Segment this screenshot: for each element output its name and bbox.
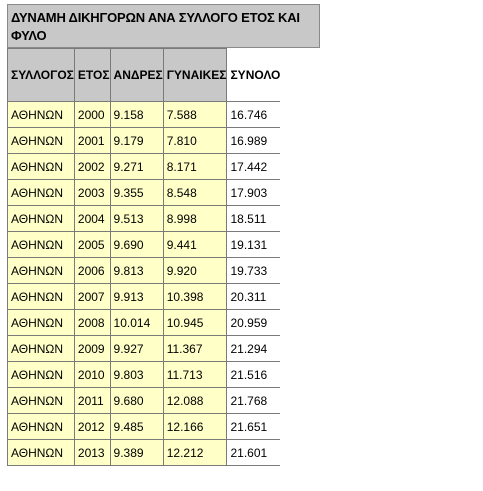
cell-total: 21.601 — [226, 439, 281, 466]
cell-association: ΑΘΗΝΩΝ — [7, 335, 75, 362]
cell-women: 12.088 — [162, 387, 228, 414]
cell-total: 17.903 — [226, 179, 281, 206]
cell-women: 7.810 — [162, 127, 228, 154]
cell-year: 2011 — [73, 387, 111, 414]
cell-women: 9.920 — [162, 257, 228, 284]
cell-men: 9.913 — [109, 283, 164, 310]
cell-men: 9.513 — [109, 205, 164, 232]
cell-year: 2010 — [73, 361, 111, 388]
cell-women: 8.998 — [162, 205, 228, 232]
cell-association: ΑΘΗΝΩΝ — [7, 309, 75, 336]
lawyers-table: ΣΥΛΛΟΓΟΣ ΕΤΟΣ ΑΝΔΡΕΣ ΓΥΝΑΙΚΕΣ ΣΥΝΟΛΟ ΑΘΗ… — [7, 48, 281, 466]
table-row: ΑΘΗΝΩΝ 2011 9.680 12.088 21.768 — [7, 387, 281, 414]
cell-total: 21.516 — [226, 361, 281, 388]
cell-men: 9.389 — [109, 439, 164, 466]
cell-men: 10.014 — [109, 309, 164, 336]
cell-women: 11.367 — [162, 335, 228, 362]
table-row: ΑΘΗΝΩΝ 2012 9.485 12.166 21.651 — [7, 413, 281, 440]
cell-total: 21.768 — [226, 387, 281, 414]
cell-men: 9.485 — [109, 413, 164, 440]
header-year: ΕΤΟΣ — [73, 48, 111, 102]
cell-women: 10.945 — [162, 309, 228, 336]
cell-men: 9.690 — [109, 231, 164, 258]
cell-year: 2013 — [73, 439, 111, 466]
cell-year: 2004 — [73, 205, 111, 232]
cell-association: ΑΘΗΝΩΝ — [7, 153, 75, 180]
cell-men: 9.158 — [109, 101, 164, 128]
cell-year: 2008 — [73, 309, 111, 336]
cell-women: 8.548 — [162, 179, 228, 206]
table-title: ΔΥΝΑΜΗ ΔΙΚΗΓΟΡΩΝ ΑΝΑ ΣΥΛΛΟΓΟ ΕΤΟΣ ΚΑΙ ΦΥ… — [7, 4, 320, 48]
cell-men: 9.179 — [109, 127, 164, 154]
cell-women: 9.441 — [162, 231, 228, 258]
cell-association: ΑΘΗΝΩΝ — [7, 127, 75, 154]
header-women: ΓΥΝΑΙΚΕΣ — [162, 48, 228, 102]
cell-total: 21.294 — [226, 335, 281, 362]
table-row: ΑΘΗΝΩΝ 2000 9.158 7.588 16.746 — [7, 101, 281, 128]
cell-men: 9.803 — [109, 361, 164, 388]
cell-total: 19.733 — [226, 257, 281, 284]
cell-association: ΑΘΗΝΩΝ — [7, 413, 75, 440]
cell-year: 2001 — [73, 127, 111, 154]
header-association: ΣΥΛΛΟΓΟΣ — [7, 48, 75, 102]
table-row: ΑΘΗΝΩΝ 2013 9.389 12.212 21.601 — [7, 439, 281, 466]
header-total: ΣΥΝΟΛΟ — [226, 48, 281, 102]
table-row: ΑΘΗΝΩΝ 2009 9.927 11.367 21.294 — [7, 335, 281, 362]
cell-association: ΑΘΗΝΩΝ — [7, 439, 75, 466]
cell-women: 10.398 — [162, 283, 228, 310]
cell-year: 2007 — [73, 283, 111, 310]
cell-men: 9.813 — [109, 257, 164, 284]
cell-association: ΑΘΗΝΩΝ — [7, 257, 75, 284]
cell-total: 21.651 — [226, 413, 281, 440]
header-row: ΣΥΛΛΟΓΟΣ ΕΤΟΣ ΑΝΔΡΕΣ ΓΥΝΑΙΚΕΣ ΣΥΝΟΛΟ — [7, 48, 281, 102]
cell-men: 9.927 — [109, 335, 164, 362]
cell-year: 2002 — [73, 153, 111, 180]
cell-association: ΑΘΗΝΩΝ — [7, 387, 75, 414]
cell-total: 17.442 — [226, 153, 281, 180]
header-men: ΑΝΔΡΕΣ — [109, 48, 164, 102]
table-row: ΑΘΗΝΩΝ 2001 9.179 7.810 16.989 — [7, 127, 281, 154]
table-row: ΑΘΗΝΩΝ 2005 9.690 9.441 19.131 — [7, 231, 281, 258]
cell-women: 12.166 — [162, 413, 228, 440]
table-row: ΑΘΗΝΩΝ 2004 9.513 8.998 18.511 — [7, 205, 281, 232]
cell-total: 20.311 — [226, 283, 281, 310]
cell-year: 2000 — [73, 101, 111, 128]
cell-total: 18.511 — [226, 205, 281, 232]
cell-women: 8.171 — [162, 153, 228, 180]
table-row: ΑΘΗΝΩΝ 2007 9.913 10.398 20.311 — [7, 283, 281, 310]
cell-women: 11.713 — [162, 361, 228, 388]
table-row: ΑΘΗΝΩΝ 2010 9.803 11.713 21.516 — [7, 361, 281, 388]
cell-total: 16.746 — [226, 101, 281, 128]
cell-year: 2009 — [73, 335, 111, 362]
cell-association: ΑΘΗΝΩΝ — [7, 361, 75, 388]
cell-total: 19.131 — [226, 231, 281, 258]
cell-total: 16.989 — [226, 127, 281, 154]
cell-men: 9.271 — [109, 153, 164, 180]
cell-year: 2003 — [73, 179, 111, 206]
table-row: ΑΘΗΝΩΝ 2006 9.813 9.920 19.733 — [7, 257, 281, 284]
table-row: ΑΘΗΝΩΝ 2008 10.014 10.945 20.959 — [7, 309, 281, 336]
cell-women: 12.212 — [162, 439, 228, 466]
cell-association: ΑΘΗΝΩΝ — [7, 101, 75, 128]
cell-association: ΑΘΗΝΩΝ — [7, 231, 75, 258]
cell-year: 2005 — [73, 231, 111, 258]
cell-association: ΑΘΗΝΩΝ — [7, 179, 75, 206]
cell-women: 7.588 — [162, 101, 228, 128]
cell-men: 9.680 — [109, 387, 164, 414]
cell-year: 2012 — [73, 413, 111, 440]
cell-total: 20.959 — [226, 309, 281, 336]
cell-association: ΑΘΗΝΩΝ — [7, 205, 75, 232]
table-row: ΑΘΗΝΩΝ 2002 9.271 8.171 17.442 — [7, 153, 281, 180]
cell-men: 9.355 — [109, 179, 164, 206]
cell-year: 2006 — [73, 257, 111, 284]
table-row: ΑΘΗΝΩΝ 2003 9.355 8.548 17.903 — [7, 179, 281, 206]
cell-association: ΑΘΗΝΩΝ — [7, 283, 75, 310]
